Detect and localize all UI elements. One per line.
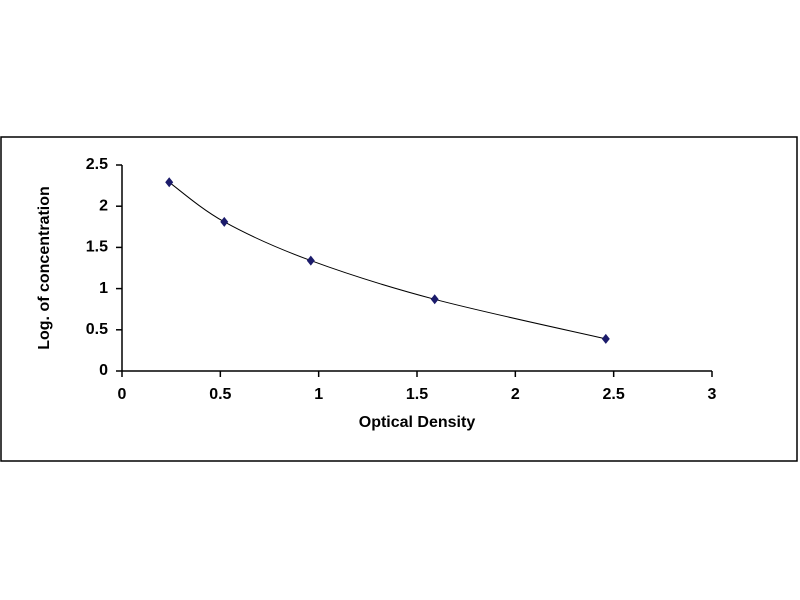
x-axis-label: Optical Density	[359, 414, 476, 431]
data-point	[220, 216, 229, 227]
x-tick-label: 0	[118, 386, 127, 403]
y-tick-label: 2	[99, 197, 108, 214]
data-point	[430, 294, 439, 305]
y-axis-label: Log. of concentration	[36, 186, 53, 350]
y-tick-label: 2.5	[86, 156, 108, 173]
data-point	[306, 255, 315, 266]
y-tick-label: 0	[99, 362, 108, 379]
y-tick-label: 0.5	[86, 321, 108, 338]
x-tick-label: 1	[314, 386, 323, 403]
data-point	[601, 333, 610, 344]
x-tick-label: 1.5	[406, 386, 428, 403]
y-tick-label: 1.5	[86, 239, 108, 256]
data-point	[165, 177, 174, 188]
y-tick-label: 1	[99, 280, 108, 297]
fit-curve	[168, 181, 606, 340]
x-tick-label: 0.5	[209, 386, 231, 403]
x-tick-label: 2	[511, 386, 520, 403]
chart-frame	[0, 136, 798, 462]
x-tick-label: 2.5	[603, 386, 625, 403]
x-tick-label: 3	[708, 386, 717, 403]
